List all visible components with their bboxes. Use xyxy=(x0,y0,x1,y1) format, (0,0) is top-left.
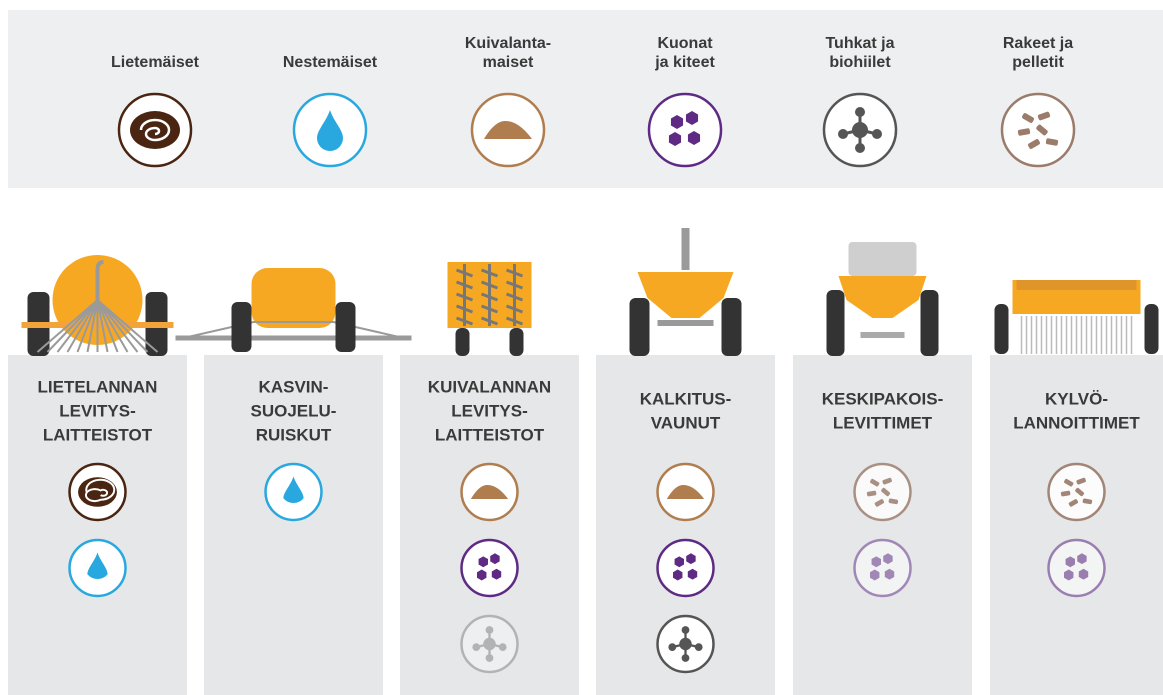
tank xyxy=(252,268,336,328)
swirl xyxy=(130,111,180,149)
material-icon xyxy=(1049,540,1105,596)
icon-ring xyxy=(855,540,911,596)
hopper xyxy=(638,272,734,318)
material-icon xyxy=(658,464,714,520)
atom xyxy=(872,129,882,139)
material-label: Kuonat xyxy=(657,35,713,52)
tractor xyxy=(849,242,917,276)
machine-label: SUOJELU- xyxy=(251,401,337,420)
atom xyxy=(682,626,690,634)
machine-illustration xyxy=(630,228,742,356)
material-icon xyxy=(1002,94,1074,166)
atom xyxy=(499,643,507,651)
machine-label: LEVITYS- xyxy=(59,401,136,420)
material-label: maiset xyxy=(483,54,534,71)
machine-illustration xyxy=(176,268,412,352)
material-icon xyxy=(855,540,911,596)
material-icon xyxy=(70,464,126,520)
material-icon xyxy=(70,540,126,596)
machine-label: LAITTEISTOT xyxy=(43,425,153,444)
material-label: ja kiteet xyxy=(654,54,715,71)
mast xyxy=(682,228,690,270)
machine-label: LEVITTIMET xyxy=(833,413,933,432)
swirl xyxy=(78,477,117,507)
material-icon xyxy=(855,464,911,520)
wheel xyxy=(722,298,742,356)
machine-label: KALKITUS- xyxy=(640,389,732,408)
material-icon xyxy=(649,94,721,166)
material-label: Rakeet ja xyxy=(1003,35,1073,52)
material-icon xyxy=(462,616,518,672)
material-label: Nestemäiset xyxy=(283,54,378,71)
material-icon xyxy=(658,540,714,596)
atom xyxy=(682,654,690,662)
wheel xyxy=(456,328,470,356)
material-label: biohiilet xyxy=(829,54,891,71)
icon-ring xyxy=(658,540,714,596)
material-label: pelletit xyxy=(1012,54,1064,71)
infographic: Lietemäiset Nestemäiset Kuivalanta-maiset K… xyxy=(0,0,1163,695)
material-icon xyxy=(462,464,518,520)
machine-label: LIETELANNAN xyxy=(38,377,158,396)
wheel xyxy=(827,290,845,356)
machine-label: KASVIN- xyxy=(259,377,329,396)
machine-label: LEVITYS- xyxy=(451,401,528,420)
atom xyxy=(486,626,494,634)
spreader xyxy=(861,332,905,338)
atom xyxy=(483,638,495,650)
atom xyxy=(852,122,868,138)
material-banner xyxy=(8,10,1163,188)
wheel xyxy=(336,302,356,352)
machine-illustration xyxy=(995,280,1159,354)
machine-illustration xyxy=(22,255,174,356)
wheel xyxy=(510,328,524,356)
hopper xyxy=(839,276,927,318)
wheel xyxy=(921,290,939,356)
atom xyxy=(486,654,494,662)
machine-label: KESKIPAKOIS- xyxy=(822,389,944,408)
machine-label: VAUNUT xyxy=(651,413,721,432)
material-label: Tuhkat ja xyxy=(825,35,894,52)
material-label: Lietemäiset xyxy=(111,54,200,71)
hopper-lid xyxy=(1017,280,1137,290)
machine-label: RUISKUT xyxy=(256,425,332,444)
wheel xyxy=(1145,304,1159,354)
atom xyxy=(838,129,848,139)
wheel xyxy=(630,298,650,356)
material-icon xyxy=(824,94,896,166)
atom xyxy=(668,643,676,651)
machine-label: KYLVÖ- xyxy=(1045,389,1108,408)
atom xyxy=(855,143,865,153)
material-icon xyxy=(294,94,366,166)
material-icon xyxy=(119,94,191,166)
machine-label: LANNOITTIMET xyxy=(1013,413,1140,432)
material-icon xyxy=(266,464,322,520)
material-label: Kuivalanta- xyxy=(465,35,551,52)
material-icon xyxy=(462,540,518,596)
machine-label: LAITTEISTOT xyxy=(435,425,545,444)
machine-illustration xyxy=(448,262,532,356)
material-icon xyxy=(472,94,544,166)
material-icon xyxy=(658,616,714,672)
atom xyxy=(472,643,480,651)
page: Lietemäiset Nestemäiset Kuivalanta-maiset K… xyxy=(0,0,1163,695)
wheel xyxy=(232,302,252,352)
icon-ring xyxy=(1049,540,1105,596)
atom xyxy=(679,638,691,650)
machine-illustration xyxy=(827,242,939,356)
material-icon xyxy=(1049,464,1105,520)
atom xyxy=(695,643,703,651)
icon-ring xyxy=(649,94,721,166)
wheel xyxy=(995,304,1009,354)
atom xyxy=(855,107,865,117)
spreader xyxy=(658,320,714,326)
machine-label: KUIVALANNAN xyxy=(428,377,551,396)
icon-ring xyxy=(462,540,518,596)
